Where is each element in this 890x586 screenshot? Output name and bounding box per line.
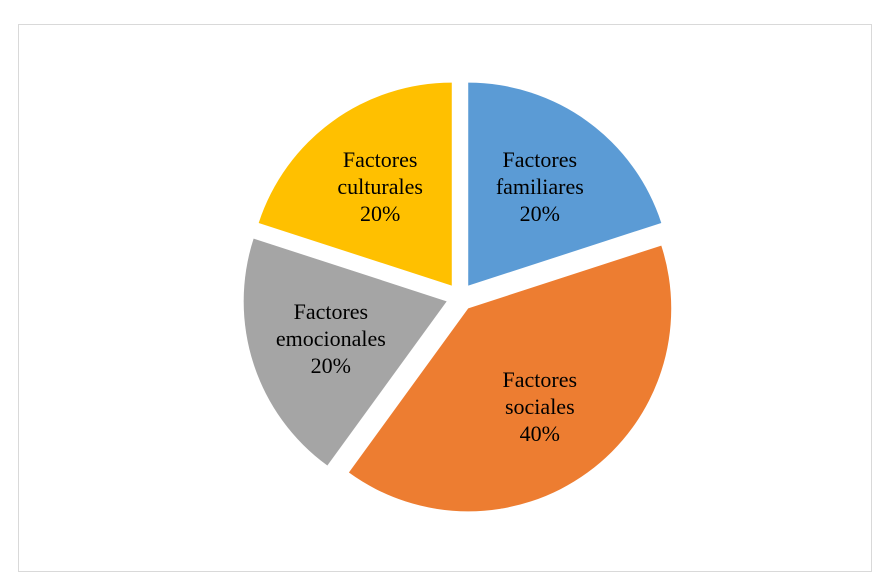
pie-slice-4 xyxy=(258,82,452,286)
slice-label-1: Factores familiares 20% xyxy=(496,147,584,226)
slice-label-3-line-3: 20% xyxy=(311,353,351,378)
slice-label-3: Factores emocionales 20% xyxy=(276,299,386,378)
slice-label-2-line-1: Factores xyxy=(503,367,578,392)
pie-slice-2 xyxy=(348,245,672,512)
slice-label-4-line-1: Factores xyxy=(343,147,418,172)
slice-label-2-line-2: sociales xyxy=(505,394,575,419)
pie-slice-1 xyxy=(468,82,662,286)
slice-label-2: Factores sociales 40% xyxy=(503,367,578,446)
slice-label-1-line-2: familiares xyxy=(496,174,584,199)
slice-label-1-line-3: 20% xyxy=(520,201,560,226)
slice-label-1-line-1: Factores xyxy=(503,147,578,172)
slice-label-4: Factores culturales 20% xyxy=(337,147,423,226)
slice-label-4-line-2: culturales xyxy=(337,174,423,199)
slice-label-2-line-3: 40% xyxy=(520,421,560,446)
slice-label-4-line-3: 20% xyxy=(360,201,400,226)
pie-slice-3 xyxy=(243,238,447,466)
slice-label-3-line-2: emocionales xyxy=(276,326,386,351)
slice-label-3-line-1: Factores xyxy=(294,299,369,324)
